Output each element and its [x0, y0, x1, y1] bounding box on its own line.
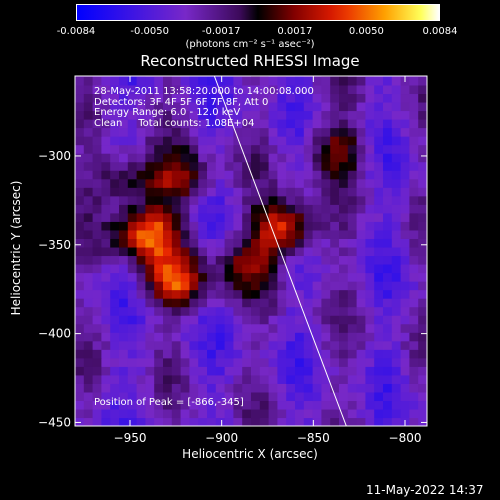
y-tick-label: −300	[38, 149, 71, 163]
annotation-energy: Energy Range: 6.0 - 12.0 keV	[94, 107, 241, 118]
annotation-peak: Position of Peak = [-866,-345]	[94, 397, 244, 408]
colorbar-tick-label: 0.0017	[277, 26, 313, 37]
plot-title: Reconstructed RHESSI Image	[140, 52, 360, 70]
colorbar-tick-label: 0.0084	[422, 26, 458, 37]
plot-frame	[74, 75, 428, 427]
x-tick-label: −850	[297, 431, 330, 445]
colorbar-tick-label: -0.0050	[130, 26, 169, 37]
y-axis-label: Heliocentric Y (arcsec)	[9, 180, 23, 316]
annotation-clean: Clean Total counts: 1.08E+04	[94, 117, 255, 129]
footer-date: 11-May-2022 14:37	[366, 483, 484, 497]
x-tick-label: −800	[389, 431, 422, 445]
colorbar-tick-label: -0.0017	[201, 26, 241, 37]
colorbar-tick-label: -0.0084	[56, 26, 96, 37]
solar-limb-line	[213, 76, 347, 426]
x-tick-label: −950	[114, 431, 147, 445]
colorbar-units: (photons cm⁻² s⁻¹ asec⁻²)	[185, 39, 315, 50]
y-tick-label: −450	[38, 415, 71, 429]
colorbar-tick-label: 0.0050	[348, 26, 384, 37]
annotation-time: 28-May-2011 13:58:20.000 to 14:00:08.000	[94, 86, 314, 97]
colorbar	[76, 4, 440, 21]
annotations: 28-May-2011 13:58:20.000 to 14:00:08.000…	[94, 86, 314, 129]
y-tick-label: −400	[38, 327, 71, 341]
heatmap-cells	[75, 76, 427, 426]
x-tick-label: −900	[205, 431, 238, 445]
annotation-detectors: Detectors: 3F 4F 5F 6F 7F 8F, Att 0	[94, 96, 269, 108]
x-axis-label: Heliocentric X (arcsec)	[182, 447, 318, 461]
y-tick-label: −350	[38, 238, 71, 252]
